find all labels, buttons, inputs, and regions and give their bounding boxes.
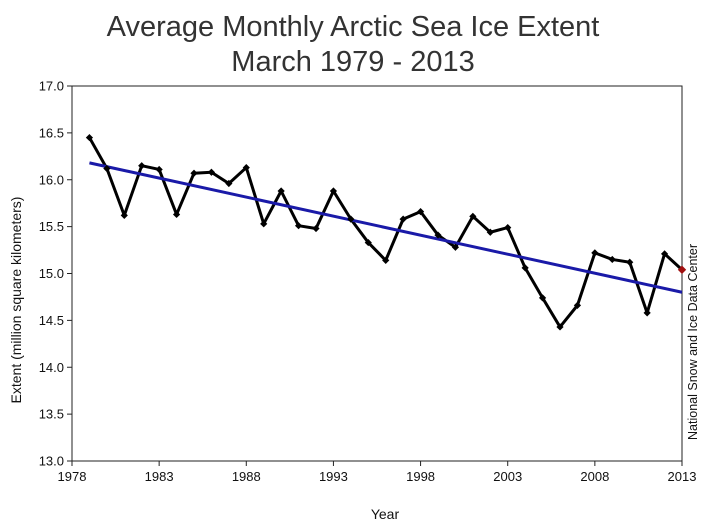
y-tick-label: 17.0 <box>39 79 64 94</box>
data-point <box>364 238 372 247</box>
data-point <box>469 212 477 220</box>
data-point <box>591 249 599 257</box>
data-point <box>225 179 233 188</box>
x-tick-label: 2013 <box>668 469 697 484</box>
y-tick-label: 15.5 <box>39 219 64 234</box>
data-point <box>399 215 407 223</box>
data-point <box>260 220 268 228</box>
y-tick-label: 15.0 <box>39 266 64 281</box>
data-point <box>329 187 338 195</box>
trend-line <box>89 161 683 294</box>
data-point <box>155 165 163 174</box>
data-point <box>294 222 303 230</box>
y-tick-label: 13.0 <box>39 454 64 469</box>
data-point <box>382 256 390 264</box>
x-tick-label: 2008 <box>580 469 609 484</box>
x-tick-label: 1998 <box>406 469 435 484</box>
x-tick-label: 2003 <box>493 469 522 484</box>
data-point <box>521 264 529 272</box>
data-point <box>103 164 111 173</box>
y-tick-label: 13.5 <box>39 407 64 422</box>
data-point <box>242 163 250 172</box>
x-axis-title: Year <box>371 506 400 522</box>
data-point <box>660 250 669 258</box>
data-point <box>434 231 442 239</box>
data-point <box>643 309 651 317</box>
x-tick-label: 1993 <box>319 469 348 484</box>
data-point <box>207 168 216 176</box>
chart-subtitle: March 1979 - 2013 <box>231 46 475 78</box>
data-point <box>608 255 616 264</box>
y-tick-label: 14.5 <box>39 313 64 328</box>
extent-series-line <box>88 136 684 329</box>
data-point <box>85 133 94 142</box>
data-point <box>277 187 285 195</box>
source-credit: National Snow and Ice Data Center <box>686 244 700 440</box>
data-point <box>626 258 634 266</box>
data-point <box>451 243 460 251</box>
data-point <box>120 211 128 219</box>
data-point <box>573 301 582 309</box>
highlight-point <box>677 265 687 274</box>
y-tick-label: 16.5 <box>39 125 64 140</box>
data-point <box>138 162 146 170</box>
data-point <box>190 169 198 177</box>
x-tick-label: 1978 <box>58 469 87 484</box>
x-tick-label: 1988 <box>232 469 261 484</box>
data-point <box>556 323 564 331</box>
data-point <box>486 228 494 236</box>
chart-title: Average Monthly Arctic Sea Ice Extent <box>106 11 600 43</box>
y-tick-label: 14.0 <box>39 360 64 375</box>
data-point <box>504 223 512 232</box>
data-point <box>172 210 181 219</box>
y-tick-label: 16.0 <box>39 172 64 187</box>
y-axis-title: Extent (million square kilometers) <box>8 197 24 404</box>
data-point <box>347 215 355 223</box>
data-point <box>416 208 425 216</box>
data-point <box>538 294 547 302</box>
data-point <box>312 224 320 233</box>
x-tick-label: 1983 <box>145 469 174 484</box>
